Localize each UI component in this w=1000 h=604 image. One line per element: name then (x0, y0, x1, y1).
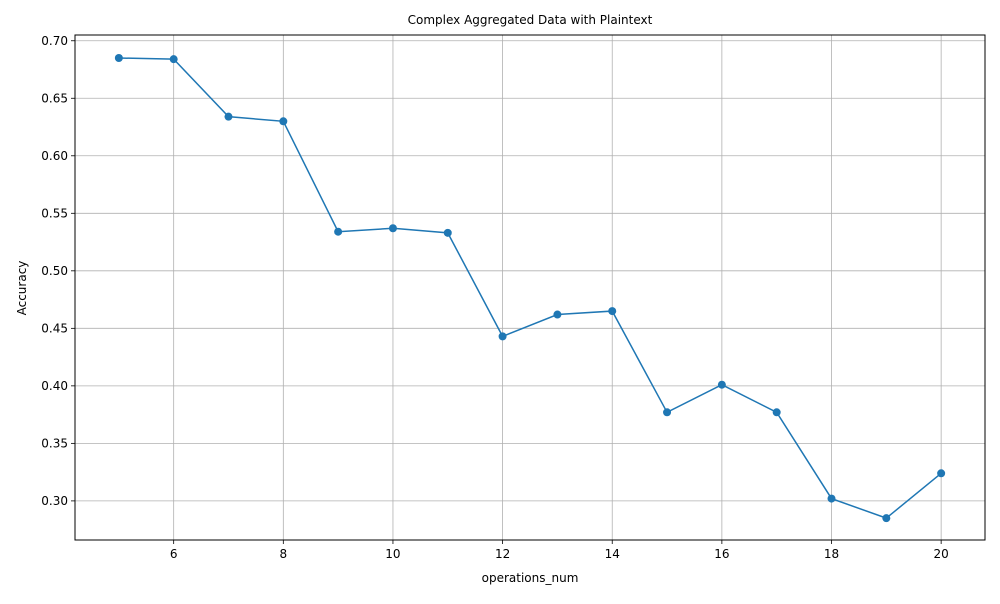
grid-layer (75, 35, 985, 540)
data-point (224, 112, 233, 121)
x-tick-label: 18 (824, 547, 839, 561)
axes-layer (74, 34, 986, 541)
y-tick-label: 0.55 (41, 206, 68, 220)
y-tick-label: 0.70 (41, 34, 68, 48)
x-tick-label: 8 (279, 547, 287, 561)
tick-layer: 6 8 10 12 14 16 18 20 0.30 0.35 0.40 0.45 0.50 0.55 0.… (41, 34, 949, 561)
y-tick-label: 0.40 (41, 379, 68, 393)
x-tick-label: 14 (605, 547, 620, 561)
data-point (388, 224, 397, 233)
y-tick-label: 0.50 (41, 264, 68, 278)
plot-frame (74, 34, 986, 541)
data-point (114, 54, 123, 63)
data-point (827, 494, 836, 503)
y-tick-label: 0.30 (41, 494, 68, 508)
data-point (717, 380, 726, 389)
y-tick-label: 0.35 (41, 436, 68, 450)
data-point (608, 307, 617, 316)
data-point (169, 55, 178, 64)
data-point (443, 228, 452, 237)
data-point (279, 117, 288, 126)
data-point (334, 227, 343, 236)
data-point (498, 332, 507, 341)
data-point (663, 408, 672, 417)
y-tick-label: 0.60 (41, 149, 68, 163)
data-point (772, 408, 781, 417)
x-tick-label: 12 (495, 547, 510, 561)
x-tick-label: 16 (714, 547, 729, 561)
data-point (882, 514, 891, 523)
series-layer (114, 54, 946, 523)
series-line (118, 57, 942, 519)
data-point (937, 469, 946, 478)
y-axis-label: Accuracy (15, 261, 29, 316)
x-tick-label: 20 (934, 547, 949, 561)
data-point (553, 310, 562, 319)
chart-title: Complex Aggregated Data with Plaintext (408, 13, 653, 27)
x-axis-label: operations_num (482, 571, 579, 585)
x-tick-label: 10 (385, 547, 400, 561)
y-tick-label: 0.65 (41, 91, 68, 105)
y-tick-label: 0.45 (41, 321, 68, 335)
x-tick-label: 6 (170, 547, 178, 561)
